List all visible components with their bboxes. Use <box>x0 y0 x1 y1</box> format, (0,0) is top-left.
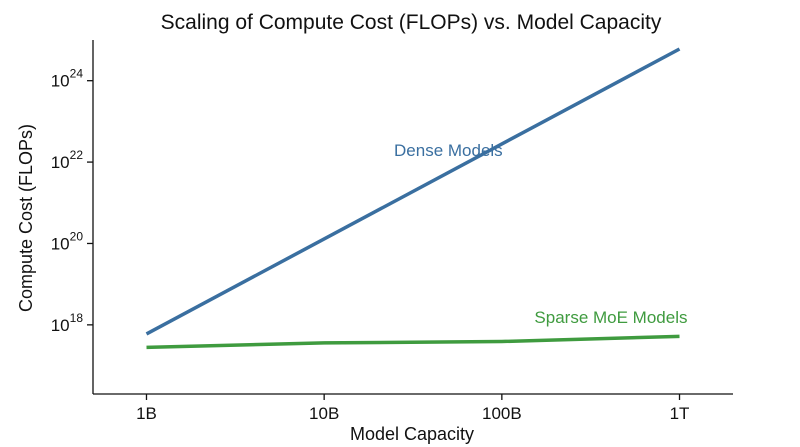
x-tick-label: 1B <box>136 404 157 423</box>
y-tick-exponent: 24 <box>70 67 84 81</box>
x-tick-label: 10B <box>309 404 339 423</box>
x-tick-label: 100B <box>482 404 522 423</box>
annotation-dense-models: Dense Models <box>394 141 503 160</box>
series-line-sparse-moe-models <box>146 334 680 350</box>
annotations-group: Dense Models Sparse MoE Models <box>394 141 687 327</box>
y-tick-exponent: 20 <box>70 229 84 243</box>
series-group <box>145 47 681 350</box>
y-tick-exponent: 22 <box>70 148 84 162</box>
x-axis-label: Model Capacity <box>350 424 474 444</box>
y-axis-label: Compute Cost (FLOPs) <box>16 124 36 312</box>
y-tick-base: 10 <box>51 153 70 172</box>
y-tick-label: 1022 <box>51 148 84 172</box>
x-tick-label: 1T <box>670 404 690 423</box>
y-tick-base: 10 <box>51 234 70 253</box>
y-tick-label: 1020 <box>51 229 84 253</box>
y-tick-base: 10 <box>51 72 70 91</box>
series-line-dense-models <box>145 47 681 336</box>
chart-title: Scaling of Compute Cost (FLOPs) vs. Mode… <box>161 11 662 34</box>
y-tick-exponent: 18 <box>70 311 84 325</box>
annotation-sparse-moe-models: Sparse MoE Models <box>534 308 687 327</box>
y-tick-base: 10 <box>51 316 70 335</box>
y-tick-label: 1024 <box>51 67 84 91</box>
x-ticks: 1B 10B 100B 1T <box>136 394 689 423</box>
y-tick-label: 1018 <box>51 311 84 335</box>
